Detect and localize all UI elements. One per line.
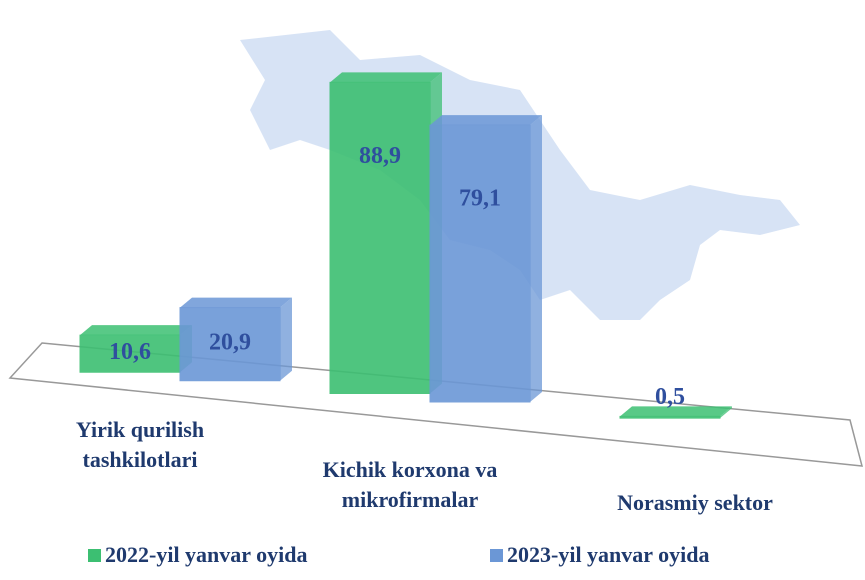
legend-swatch [490,548,503,562]
legend-label: 2022-yil yanvar oyida [105,542,308,567]
bar-top [620,406,732,417]
bar-top [180,297,292,308]
bar [329,81,431,394]
value-label: 0,5 [655,384,685,410]
bar [79,334,181,373]
category-label: Yirik qurilish tashkilotlari [75,417,205,472]
category-label: Norasmiy sektor [617,490,773,515]
bar-side [280,297,292,381]
bar-side [720,406,732,419]
value-label: 79,1 [459,186,501,212]
legend-item: 2023-yil yanvar oyida [490,542,710,568]
legend-item: 2022-yil yanvar oyida [88,542,308,568]
value-label: 20,9 [209,330,251,356]
value-label: 10,6 [109,339,151,365]
bar [429,124,531,403]
value-label: 88,9 [359,143,401,169]
bar-side [530,115,542,403]
bar [179,307,281,382]
bar-top [80,325,192,336]
bar [619,415,721,419]
legend-label: 2023-yil yanvar oyida [507,542,710,567]
bar-top [430,115,542,126]
category-label: Kichik korxona va mikrofirmalar [322,457,498,512]
bar-top [330,72,442,83]
legend-swatch [88,548,101,562]
